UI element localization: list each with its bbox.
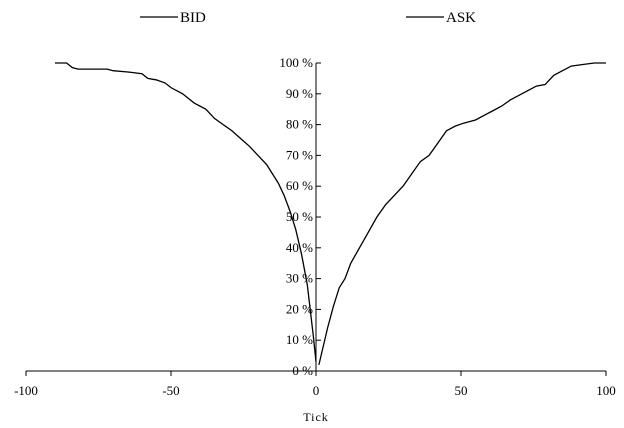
legend-label-bid: BID bbox=[180, 10, 206, 26]
y-tick-label: 0 % bbox=[292, 363, 313, 378]
y-tick-label: 60 % bbox=[286, 178, 313, 193]
series-lines bbox=[55, 62, 606, 365]
series-line-bid bbox=[55, 62, 317, 362]
series-line-ask bbox=[318, 62, 606, 365]
legend: BID ASK bbox=[140, 10, 476, 26]
y-tick-label: 20 % bbox=[286, 301, 313, 316]
x-tick-label: -50 bbox=[162, 383, 179, 398]
y-tick-label: 70 % bbox=[286, 147, 313, 162]
x-tick-label: -100 bbox=[14, 383, 38, 398]
y-tick-label: 90 % bbox=[286, 86, 313, 101]
x-tick-label: 0 bbox=[313, 383, 320, 398]
legend-label-ask: ASK bbox=[446, 10, 476, 26]
y-tick-label: 10 % bbox=[286, 332, 313, 347]
axes bbox=[25, 62, 607, 376]
y-tick-label: 30 % bbox=[286, 271, 313, 286]
x-tick-label: 100 bbox=[596, 383, 616, 398]
y-tick-label: 100 % bbox=[279, 55, 313, 70]
x-tick-label: 50 bbox=[455, 383, 468, 398]
y-tick-label: 80 % bbox=[286, 117, 313, 132]
x-axis-title: Tick bbox=[303, 410, 329, 424]
